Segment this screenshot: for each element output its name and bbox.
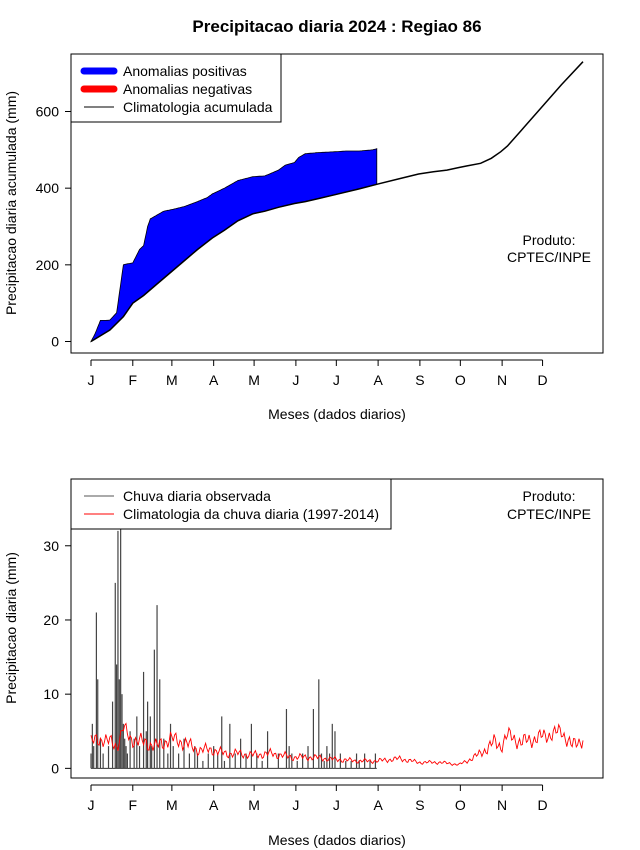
climatology-daily-line — [90, 722, 584, 766]
x-tick-label: J — [88, 372, 95, 388]
x-tick-label: S — [415, 372, 424, 388]
x-tick-label: F — [129, 372, 138, 388]
x-tick-label: N — [497, 372, 507, 388]
x-tick-label: D — [537, 797, 547, 813]
legend-label: Chuva diaria observada — [123, 488, 271, 504]
annotation-product: Produto: — [523, 488, 576, 504]
x-tick-label: M — [166, 797, 178, 813]
legend-box — [70, 478, 392, 530]
annotation-source: CPTEC/INPE — [507, 506, 591, 522]
plot-area — [90, 61, 584, 343]
x-tick-label: A — [209, 797, 219, 813]
legend-label: Anomalias negativas — [123, 81, 252, 97]
x-tick-label: J — [292, 797, 299, 813]
cumulative-chart: 0 200 400 600 J F M A M J J A S O N D Meses (dados diari… — [3, 53, 604, 422]
x-tick-label: J — [333, 797, 340, 813]
x-tick-label: A — [373, 797, 383, 813]
legend-label: Climatologia da chuva diaria (1997-2014) — [123, 506, 379, 522]
x-tick-label: O — [455, 372, 466, 388]
x-tick-label: M — [248, 797, 260, 813]
y-tick-label: 200 — [36, 257, 60, 273]
x-tick-label: M — [248, 372, 260, 388]
x-tick-label: F — [129, 797, 138, 813]
positive-anomaly-area — [90, 148, 378, 343]
y-tick-label: 10 — [43, 686, 59, 702]
y-tick-label: 400 — [36, 180, 60, 196]
y-tick-label: 0 — [51, 334, 59, 350]
legend-label: Anomalias positivas — [123, 63, 247, 79]
x-tick-label: A — [373, 372, 383, 388]
x-tick-label: J — [88, 797, 95, 813]
x-tick-label: J — [333, 372, 340, 388]
x-tick-label: O — [455, 797, 466, 813]
figure-title: Precipitacao diaria 2024 : Regiao 86 — [192, 17, 481, 36]
x-tick-label: S — [415, 797, 424, 813]
x-axis-title: Meses (dados diarios) — [268, 406, 406, 422]
y-tick-label: 30 — [43, 538, 59, 554]
y-tick-label: 0 — [51, 760, 59, 776]
climatology-line — [90, 61, 584, 343]
daily-chart: 0 10 20 30 J F M A M J J A S O N D Meses (dados diarios)… — [3, 478, 604, 848]
y-axis-title: Precipitacao diaria acumulada (mm) — [3, 91, 19, 315]
x-tick-label: A — [209, 372, 219, 388]
y-axis-title: Precipitacao diaria (mm) — [3, 552, 19, 704]
x-tick-label: M — [166, 372, 178, 388]
x-tick-label: J — [292, 372, 299, 388]
x-axis-title: Meses (dados diarios) — [268, 832, 406, 848]
y-tick-label: 20 — [43, 612, 59, 628]
y-tick-label: 600 — [36, 104, 60, 120]
legend-label: Climatologia acumulada — [123, 99, 273, 115]
plot-area — [90, 486, 584, 769]
plot-frame — [70, 53, 604, 354]
annotation-source: CPTEC/INPE — [507, 249, 591, 265]
annotation-product: Produto: — [523, 232, 576, 248]
x-tick-label: D — [537, 372, 547, 388]
x-tick-label: N — [497, 797, 507, 813]
